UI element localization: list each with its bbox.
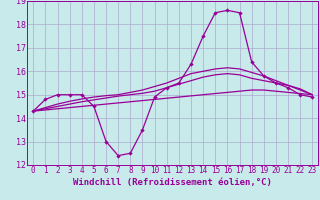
X-axis label: Windchill (Refroidissement éolien,°C): Windchill (Refroidissement éolien,°C) (73, 178, 272, 187)
